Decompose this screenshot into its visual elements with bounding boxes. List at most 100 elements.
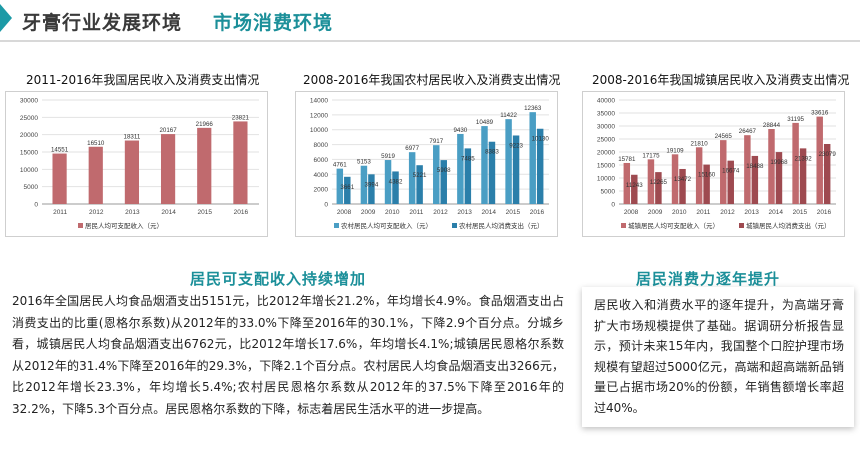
chart-2-xtick-label: 2014 <box>481 209 496 216</box>
chart-2-bar <box>368 174 375 204</box>
chart-2-data-label: 10489 <box>476 119 494 126</box>
chart-2-ytick-label: 6000 <box>314 157 329 164</box>
chart-1-data-label: 20167 <box>159 127 177 134</box>
right-section-heading: 居民消费力逐年提升 <box>636 270 781 288</box>
chart-3-bar <box>671 154 679 204</box>
chart-1-xtick-label: 2016 <box>234 209 249 216</box>
chart-1-ytick-label: 20000 <box>20 132 38 139</box>
chart-1-bar <box>233 121 248 204</box>
chart-1-title: 2011-2016年我国居民收入及消费支出情况 <box>26 73 260 87</box>
chart-1-data-label: 23821 <box>232 114 250 121</box>
chart-2-data-label: 5153 <box>357 159 371 166</box>
chart-2-xtick-label: 2009 <box>361 209 376 216</box>
chart-2-ytick-label: 8000 <box>314 142 329 149</box>
chart-3-bar <box>647 159 655 204</box>
chart-3-xtick-label: 2016 <box>817 209 832 216</box>
chart-3-data-label: 33616 <box>811 110 829 117</box>
chart-2-xtick-label: 2016 <box>530 209 545 216</box>
chart-3-bar <box>679 168 686 204</box>
chart-2-ytick-label: 2000 <box>314 187 329 194</box>
chart-3-xtick-label: 2011 <box>696 209 710 216</box>
chart-2-legend-swatch <box>334 223 339 228</box>
chart-2-bar <box>481 126 488 204</box>
chart-3-bar <box>799 148 807 204</box>
chart-2-bar <box>464 148 472 204</box>
chart-1-data-label: 18311 <box>124 134 141 141</box>
chart-3-bar <box>655 172 662 204</box>
chart-3-data-label: 16674 <box>722 168 740 175</box>
chart-2-data-label: 10130 <box>532 136 550 143</box>
chart-2-legend-swatch <box>452 223 457 228</box>
chart-3-data-label: 23079 <box>819 151 837 158</box>
chart-3-ytick-label: 35000 <box>597 111 615 118</box>
chart-2-bar <box>384 160 392 204</box>
chart-2-xtick-label: 2011 <box>409 209 423 216</box>
chart-3-bar <box>623 162 631 204</box>
chart-2-ytick-label: 4000 <box>314 172 329 179</box>
chart-1-svg: 0 5000 10000 15000 20000 25000 30000 2011 14551 2… <box>20 98 259 230</box>
chart-3-legend-swatch <box>621 223 626 228</box>
chart-3-legend-label: 城镇居民人均可支配收入（元） <box>628 221 719 230</box>
chart-1-data-label: 21966 <box>196 121 214 128</box>
chart-3-xtick-label: 2010 <box>672 209 687 216</box>
chart-2-legend-label: 农村居民人均可支配收入（元） <box>341 221 432 230</box>
chart-3-bar <box>768 129 775 204</box>
chart-3-data-label: 11243 <box>626 182 643 189</box>
chart-3-bar <box>816 116 823 204</box>
chart-1-bar <box>88 146 103 204</box>
chart-2-title: 2008-2016年我国农村居民收入及消费支出情况 <box>303 73 561 87</box>
chart-3-xtick-label: 2015 <box>793 209 808 216</box>
chart-2-data-label: 11422 <box>500 112 517 119</box>
chart-3-ytick-label: 0 <box>611 202 615 209</box>
chart-3-bar <box>695 147 703 204</box>
chart-2-data-label: 7917 <box>429 138 443 145</box>
chart-1-ytick-label: 15000 <box>20 150 38 157</box>
chart-1-bar <box>197 127 212 204</box>
chart-2-bar <box>536 128 544 204</box>
chart-2-data-label: 8383 <box>485 149 499 156</box>
chart-3-ytick-label: 30000 <box>597 124 615 131</box>
chart-2-ytick-label: 10000 <box>310 127 328 134</box>
chart-2-bar <box>457 133 464 204</box>
chart-3-data-label: 12265 <box>650 179 668 186</box>
chart-3-xtick-label: 2009 <box>648 209 663 216</box>
chart-2-bar <box>416 165 423 204</box>
chart-3-legend-swatch <box>739 223 744 228</box>
chart-3-ytick-label: 25000 <box>597 137 615 144</box>
chart-2-xtick-label: 2015 <box>506 209 521 216</box>
chart-1-xtick-label: 2013 <box>125 209 140 216</box>
chart-2-data-label: 5919 <box>381 153 395 160</box>
chart-3-data-label: 15781 <box>618 156 636 163</box>
chart-1-legend-label: 居民人均可支配收入（元） <box>85 221 163 230</box>
chart-3-data-label: 15160 <box>698 172 716 179</box>
chart-1-ytick-label: 10000 <box>20 167 38 174</box>
chart-2-bar <box>505 119 512 204</box>
chart-3-bar <box>727 160 734 204</box>
chart-2-xtick-label: 2008 <box>337 209 352 216</box>
chart-3-data-label: 31195 <box>787 116 804 123</box>
chart-2-data-label: 9223 <box>509 142 523 149</box>
chart-1-legend-swatch <box>78 223 83 228</box>
chart-2-ytick-label: 12000 <box>310 112 328 119</box>
chart-2-bar <box>360 165 368 204</box>
page-header: 牙膏行业发展环境 市场消费环境 <box>0 0 860 44</box>
chart-3-svg: 0 5000 10000 15000 20000 25000 30000 35000 40000… <box>597 98 837 231</box>
chart-1-resident-income: 0 5000 10000 15000 20000 25000 30000 2011 14551 2… <box>5 91 268 237</box>
chart-1-bar <box>160 134 176 204</box>
chart-2-data-label: 5221 <box>413 172 427 179</box>
chart-3-urban-income: 0 5000 10000 15000 20000 25000 30000 35000 40000… <box>582 91 845 237</box>
chart-2-data-label: 4761 <box>333 162 347 169</box>
chart-2-ytick-label: 14000 <box>310 98 328 105</box>
chart-3-bar <box>751 155 759 204</box>
right-section-text: 居民收入和消费水平的逐年提升，为高端牙膏扩大市场规模提供了基础。据调研分析报告显… <box>594 298 844 415</box>
chart-2-rural-income: 0 2000 4000 6000 8000 10000 12000 14000 2008 4761… <box>295 91 558 237</box>
chart-1-data-label: 16510 <box>87 140 105 147</box>
chart-1-ytick-label: 5000 <box>24 184 39 191</box>
chart-1-xtick-label: 2015 <box>198 209 213 216</box>
left-section-heading: 居民可支配收入持续增加 <box>190 270 367 288</box>
chart-2-data-label: 3994 <box>365 181 379 188</box>
chart-3-bar <box>792 122 799 204</box>
chart-2-data-label: 6977 <box>405 145 419 152</box>
chart-2-bar <box>336 168 344 204</box>
chart-2-bar <box>344 176 351 204</box>
